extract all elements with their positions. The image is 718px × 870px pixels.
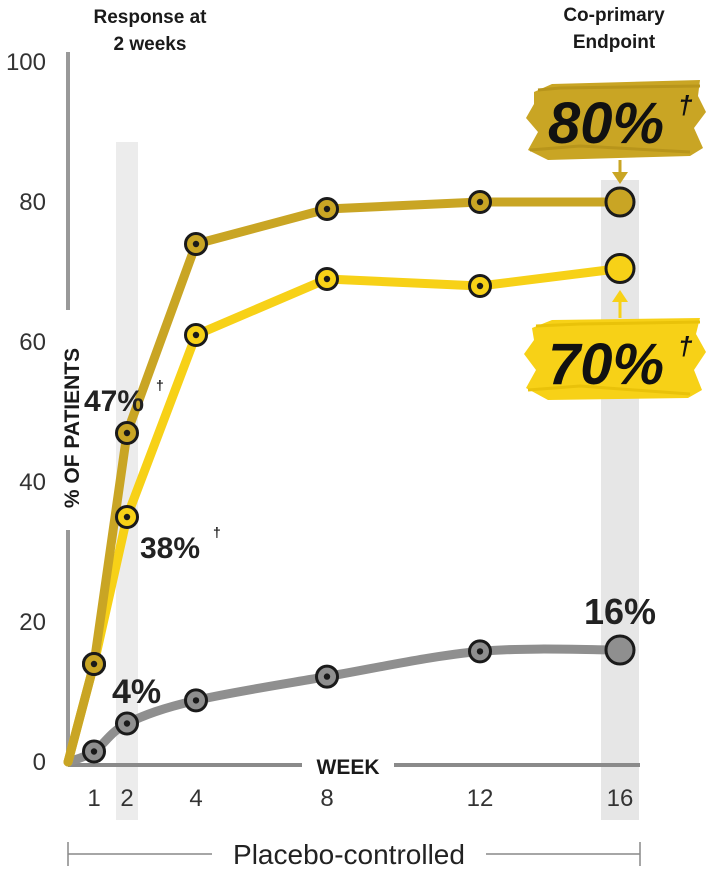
y-tick-label: 20: [19, 609, 46, 636]
series-points: [82, 186, 636, 764]
data-point-center: [323, 673, 331, 680]
y-tick-label: 60: [19, 329, 46, 356]
y-tick-label: 100: [6, 49, 46, 76]
data-point-center: [123, 429, 131, 437]
y-tick-label: 0: [33, 749, 46, 776]
data-point-center: [192, 331, 200, 339]
data-point-center: [192, 697, 200, 704]
x-tick-label: 1: [87, 785, 100, 812]
callout-80-arrow: [612, 172, 628, 184]
data-point-center: [476, 648, 484, 655]
annotation-38: 38%: [140, 532, 200, 565]
annotation-47: 47%: [84, 385, 144, 418]
annotation-16: 16%: [584, 591, 656, 632]
data-point-center: [123, 720, 131, 727]
annotation-47-mark: †: [156, 377, 164, 393]
data-point-endpoint: [604, 253, 636, 284]
header-right-line2: Endpoint: [573, 32, 656, 53]
x-tick-label: 16: [607, 785, 634, 812]
y-tick-label: 40: [19, 469, 46, 496]
x-axis-title: WEEK: [317, 756, 380, 779]
week-16-highlight: [601, 180, 639, 820]
x-tick-label: 12: [467, 785, 494, 812]
annotation-70: 70%: [548, 332, 664, 397]
x-tick-label: 2: [120, 785, 133, 812]
data-point-center: [123, 513, 131, 521]
header-left-line1: Response at: [94, 7, 208, 28]
week-2-highlight: [116, 142, 138, 820]
data-point-center: [90, 660, 98, 668]
header-right-line1: Co-primary: [563, 5, 665, 26]
annotation-80-mark: †: [678, 90, 693, 120]
y-axis: 0 20 40 60 80 100: [6, 49, 70, 776]
x-axis-title-bg: [302, 752, 394, 778]
callout-80: 80% †: [526, 80, 706, 160]
data-point-center: [323, 205, 331, 213]
annotation-4: 4%: [112, 673, 161, 711]
period-label: Placebo-controlled: [233, 839, 465, 870]
data-point-center: [476, 282, 484, 290]
callout-70-arrow: [612, 290, 628, 302]
annotation-80: 80%: [548, 91, 664, 156]
x-tick-label: 4: [189, 785, 202, 812]
y-axis-title: % OF PATIENTS: [61, 348, 84, 508]
header-left-line2: 2 weeks: [114, 34, 187, 55]
data-point-endpoint: [604, 634, 636, 666]
x-axis: 1 2 4 8 12 16: [68, 763, 640, 812]
annotation-38-mark: †: [213, 524, 221, 540]
data-point-endpoint: [604, 186, 636, 218]
annotation-70-mark: †: [678, 331, 693, 361]
y-tick-label: 80: [19, 189, 46, 216]
callout-70: 70% †: [524, 318, 706, 400]
data-point-center: [323, 275, 331, 283]
x-tick-label: 8: [320, 785, 333, 812]
data-point-center: [90, 748, 98, 755]
data-point-center: [476, 198, 484, 206]
placebo-controlled-bracket: Placebo-controlled: [67, 839, 641, 870]
data-point-center: [192, 240, 200, 248]
